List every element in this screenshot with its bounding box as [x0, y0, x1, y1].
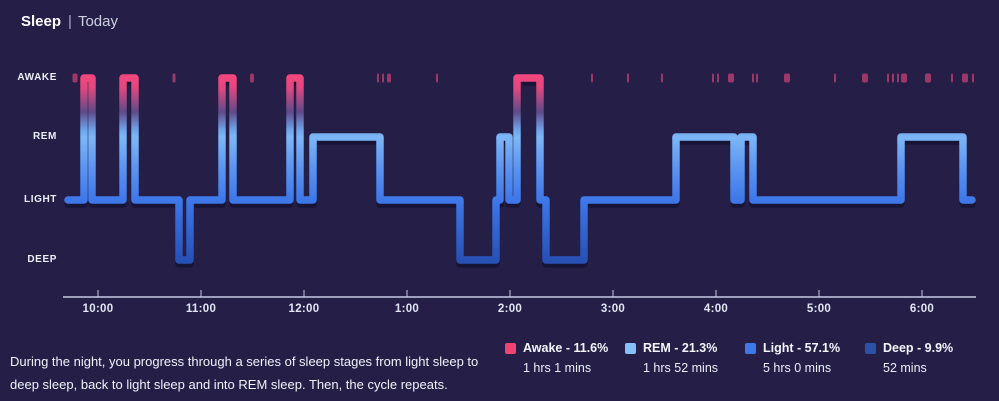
awake-micro-tick [752, 73, 754, 83]
awake-micro-tick [897, 73, 899, 83]
awake-micro-tick [591, 73, 593, 83]
legend-duration-deep: 52 mins [883, 361, 927, 375]
legend-swatch-rem [625, 342, 636, 354]
legend-swatch-light [745, 342, 756, 354]
x-axis-label-6: 4:00 [703, 303, 729, 315]
awake-micro-tick [717, 73, 719, 83]
awake-micro-tick [387, 73, 391, 83]
awake-micro-ticks [72, 73, 974, 83]
awake-micro-tick [834, 73, 836, 83]
awake-micro-tick [382, 73, 384, 83]
sleep-stage-line[interactable] [64, 74, 976, 264]
x-axis-label-2: 12:00 [288, 303, 320, 315]
legend-swatch-awake [505, 342, 516, 354]
awake-micro-tick [436, 73, 438, 83]
y-axis-label-deep: DEEP [27, 254, 57, 265]
awake-micro-tick [728, 73, 734, 83]
legend-duration-awake: 1 hrs 1 mins [523, 361, 592, 375]
page-title: Sleep | Today [21, 13, 118, 30]
x-axis-label-5: 3:00 [600, 303, 626, 315]
x-axis [63, 290, 976, 298]
legend-label-light: Light - 57.1% [763, 341, 841, 355]
x-axis-label-8: 6:00 [909, 303, 935, 315]
legend-item-deep: Deep - 9.9% 52 mins [865, 341, 985, 375]
legend-label-awake: Awake - 11.6% [523, 341, 609, 355]
title-text: Sleep [21, 13, 62, 30]
sleep-description-text: During the night, you progress through a… [10, 354, 479, 392]
sleep-line-shadow [64, 78, 976, 268]
awake-micro-tick [627, 73, 629, 83]
legend-label-rem: REM - 21.3% [643, 341, 718, 355]
title-separator: | [68, 13, 72, 30]
awake-micro-tick [756, 73, 758, 83]
awake-micro-tick [901, 73, 907, 83]
legend-item-rem: REM - 21.3% 1 hrs 52 mins [625, 341, 745, 375]
awake-micro-tick [972, 73, 974, 83]
x-axis-label-1: 11:00 [185, 303, 217, 315]
x-axis-label-7: 5:00 [806, 303, 832, 315]
awake-micro-tick [250, 73, 254, 83]
awake-micro-tick [887, 73, 889, 83]
x-axis-label-0: 10:00 [82, 303, 114, 315]
y-axis-label-awake: AWAKE [17, 72, 57, 83]
awake-micro-tick [784, 73, 790, 83]
y-axis-label-light: LIGHT [24, 194, 57, 205]
legend-swatch-deep [865, 342, 876, 354]
awake-micro-tick [72, 73, 78, 83]
legend-item-light: Light - 57.1% 5 hrs 0 mins [745, 341, 865, 375]
awake-micro-tick [962, 73, 968, 83]
sleep-chart-canvas[interactable] [0, 0, 999, 325]
awake-micro-tick [661, 73, 663, 83]
awake-micro-tick [862, 73, 868, 83]
awake-micro-tick [951, 73, 953, 83]
sleep-stage-chart[interactable]: AWAKE REM LIGHT DEEP 10:00 11:00 12:00 1:00 2:0… [0, 0, 999, 325]
awake-micro-tick [377, 73, 379, 83]
x-axis-label-3: 1:00 [394, 303, 420, 315]
awake-micro-tick [172, 73, 176, 83]
legend: Awake - 11.6% 1 hrs 1 mins REM - 21.3% 1 hr… [505, 341, 985, 375]
awake-micro-tick [925, 73, 931, 83]
legend-duration-rem: 1 hrs 52 mins [643, 361, 719, 375]
x-axis-label-4: 2:00 [497, 303, 523, 315]
title-subtitle: Today [77, 13, 118, 30]
awake-micro-tick [892, 73, 894, 83]
legend-item-awake: Awake - 11.6% 1 hrs 1 mins [505, 341, 625, 375]
legend-duration-light: 5 hrs 0 mins [763, 361, 832, 375]
awake-micro-tick [712, 73, 714, 83]
y-axis-label-rem: REM [32, 131, 57, 142]
legend-label-deep: Deep - 9.9% [883, 341, 954, 355]
